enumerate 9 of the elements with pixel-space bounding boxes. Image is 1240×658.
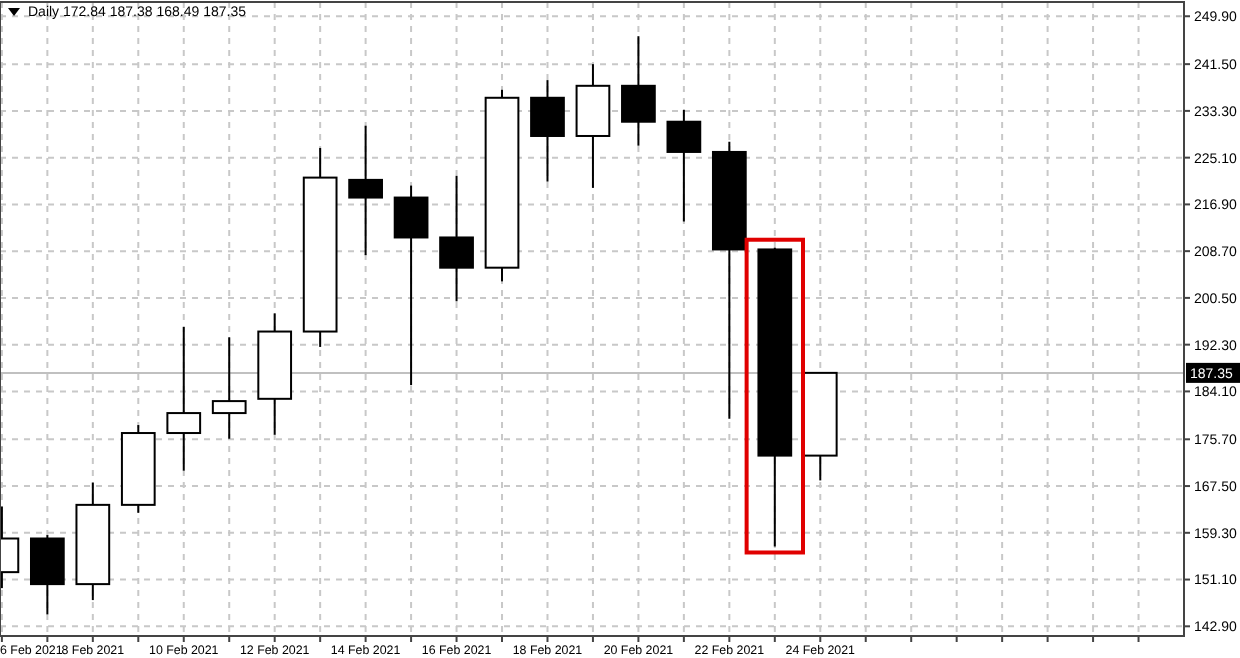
candlestick bbox=[348, 124, 383, 257]
candlestick bbox=[211, 336, 247, 440]
candlestick bbox=[29, 534, 65, 616]
candlestick bbox=[666, 108, 702, 223]
candlestick bbox=[621, 35, 656, 147]
candlestick bbox=[439, 174, 474, 303]
candlestick bbox=[393, 184, 429, 387]
candlestick bbox=[530, 79, 565, 183]
candlestick bbox=[166, 325, 202, 472]
